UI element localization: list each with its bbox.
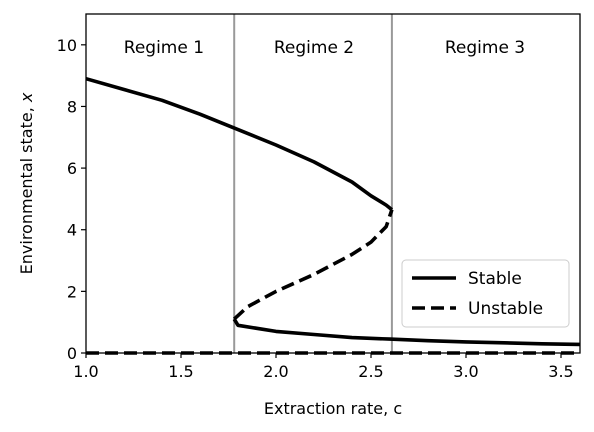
x-tick-label: 2.0 xyxy=(263,362,288,381)
regime-labels: Regime 1 Regime 2 Regime 3 xyxy=(124,38,525,58)
regime-label: Regime 2 xyxy=(274,38,354,58)
legend-label-stable: Stable xyxy=(468,269,522,289)
regime-label: Regime 1 xyxy=(124,38,204,58)
x-axis-title: Extraction rate, c xyxy=(264,399,402,418)
x-tick-label: 3.0 xyxy=(453,362,478,381)
series-line-stable xyxy=(85,76,394,212)
x-axis-ticks: 1.0 1.5 2.0 2.5 3.0 3.5 xyxy=(73,353,574,381)
x-tick-label: 3.5 xyxy=(548,362,573,381)
y-tick-label: 8 xyxy=(67,97,77,116)
y-axis-ticks: 0 2 4 6 8 10 xyxy=(57,36,86,363)
y-tick-label: 2 xyxy=(67,282,77,301)
regime-label: Regime 3 xyxy=(445,38,525,58)
y-tick-label: 6 xyxy=(67,159,77,178)
regime-boundaries xyxy=(233,14,393,353)
y-tick-label: 4 xyxy=(67,221,77,240)
x-tick-label: 1.0 xyxy=(73,362,98,381)
y-tick-label: 0 xyxy=(67,344,77,363)
legend: Stable Unstable xyxy=(401,259,570,328)
x-tick-label: 1.5 xyxy=(168,362,193,381)
y-tick-label: 10 xyxy=(57,36,77,55)
legend-label-unstable: Unstable xyxy=(468,299,543,319)
plot-frame xyxy=(85,13,581,354)
series-line-unstable xyxy=(232,209,394,321)
y-axis-title: Environmental state, x xyxy=(17,92,36,274)
series-line-stable xyxy=(232,318,581,347)
x-tick-label: 2.5 xyxy=(358,362,383,381)
